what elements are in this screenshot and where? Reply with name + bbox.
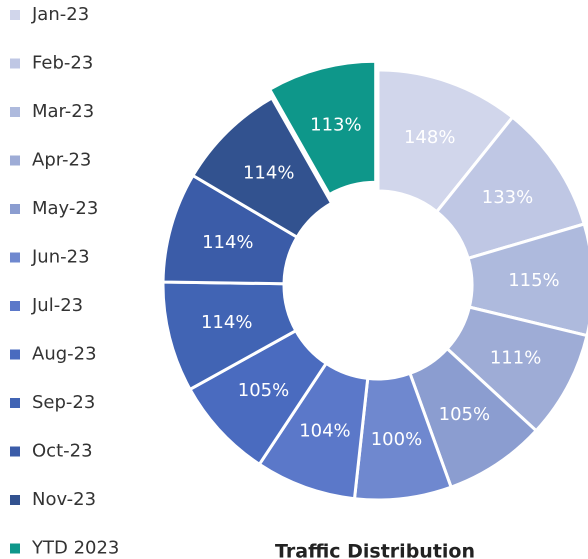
chart-title: Traffic Distribution	[275, 541, 475, 559]
data-label: 100%	[371, 429, 422, 450]
data-label: 113%	[310, 114, 361, 135]
slice	[190, 95, 334, 240]
legend-label: May-23	[32, 198, 98, 219]
data-label: 148%	[404, 127, 455, 148]
legend-label: Apr-23	[32, 150, 91, 171]
legend-swatch	[10, 204, 20, 214]
legend-swatch	[10, 495, 20, 505]
legend-swatch	[10, 252, 20, 263]
slice	[267, 59, 378, 197]
data-label: 115%	[508, 270, 559, 291]
legend-swatch	[10, 10, 20, 20]
data-label: 104%	[299, 421, 350, 442]
legend-swatch	[10, 446, 20, 457]
legend-label: Jul-23	[31, 295, 83, 316]
legend-swatch	[10, 107, 20, 117]
legend-label: Jan-23	[31, 4, 89, 25]
legend-label: Jun-23	[31, 247, 90, 268]
data-label: 105%	[439, 404, 490, 425]
legend-swatch	[10, 349, 20, 360]
data-label: 111%	[490, 348, 541, 369]
data-label: 114%	[202, 232, 253, 253]
data-label: 105%	[238, 380, 289, 401]
data-label: 133%	[482, 187, 533, 208]
legend-label: Nov-23	[32, 489, 96, 510]
data-label: 114%	[243, 163, 294, 184]
legend-swatch	[10, 543, 20, 554]
legend-swatch	[10, 155, 20, 166]
legend-label: Sep-23	[32, 392, 95, 413]
legend-label: Aug-23	[32, 344, 97, 365]
legend-label: YTD 2023	[31, 538, 119, 559]
legend-label: Oct-23	[32, 441, 93, 462]
legend-swatch	[10, 398, 20, 408]
legend-label: Feb-23	[32, 53, 93, 74]
legend-label: Mar-23	[32, 101, 94, 122]
legend-swatch	[10, 58, 20, 69]
legend-swatch	[10, 301, 20, 311]
data-label: 114%	[201, 312, 252, 333]
